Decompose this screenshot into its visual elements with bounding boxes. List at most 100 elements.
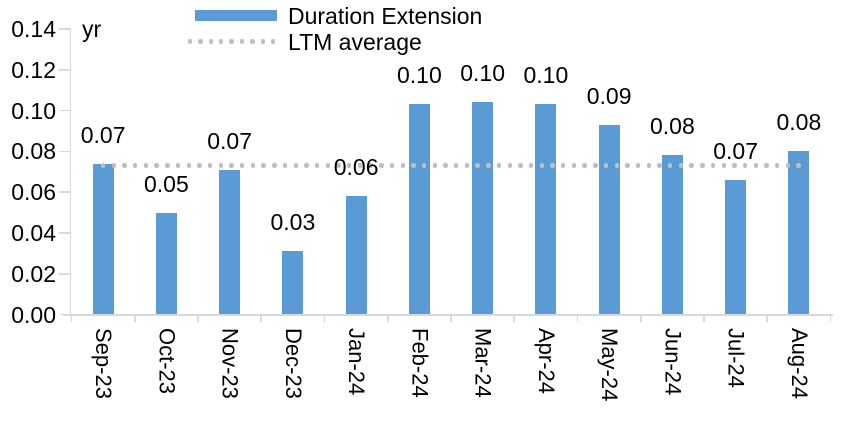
x-axis-label-may-24: May-24: [597, 328, 623, 402]
data-label-nov-23: 0.07: [207, 127, 252, 154]
ltm-average-dot: [282, 163, 288, 168]
ltm-average-dot: [571, 163, 577, 168]
bar-apr-24: [535, 104, 557, 315]
ltm-average-dot: [464, 163, 470, 168]
ltm-average-dot: [400, 163, 405, 168]
ltm-average-dot: [314, 163, 320, 168]
ltm-average-dot: [614, 163, 619, 168]
ltm-average-dot: [261, 163, 266, 168]
x-axis-tick: [639, 315, 642, 322]
ltm-average-dot: [368, 163, 373, 168]
ltm-average-dot: [475, 163, 480, 168]
bar-aug-24: [788, 151, 810, 315]
x-axis-tick: [766, 315, 769, 322]
y-axis-tick: [59, 150, 71, 153]
ltm-average-dot: [678, 163, 684, 168]
ltm-average-dot: [582, 163, 587, 168]
data-label-sep-23: 0.07: [80, 121, 126, 148]
x-axis-tick: [513, 315, 516, 322]
ltm-average-dot: [389, 163, 395, 168]
ltm-average-dot: [347, 163, 352, 168]
legend-label-ltm-average: LTM average: [288, 29, 422, 55]
ltm-average-dot: [304, 163, 309, 168]
legend-dot: [239, 39, 245, 44]
ltm-average-dot: [111, 163, 117, 168]
y-axis-tick-label: 0.04: [11, 219, 56, 246]
y-axis-tick: [59, 109, 71, 112]
ltm-average-dot: [775, 163, 780, 168]
ltm-average-dot: [689, 163, 694, 168]
ltm-average-dot: [635, 163, 641, 168]
x-axis-tick: [323, 315, 326, 322]
y-axis-tick-label: 0.02: [11, 260, 56, 287]
ltm-average-dot: [625, 163, 630, 168]
x-axis-tick: [829, 315, 832, 322]
x-axis-tick: [70, 315, 73, 322]
ltm-average-dot: [143, 163, 149, 168]
legend-dot: [271, 39, 276, 44]
y-axis-unit-label: yr: [82, 16, 102, 42]
ltm-average-dot: [443, 163, 448, 168]
ltm-average-dot: [742, 163, 748, 168]
ltm-average-dot: [550, 163, 555, 168]
bar-sep-23: [92, 163, 114, 315]
y-axis-tick: [59, 272, 71, 275]
ltm-average-dot: [593, 163, 598, 168]
x-axis-tick: [133, 315, 136, 322]
legend-dot: [219, 39, 224, 44]
legend-dot: [260, 39, 265, 44]
data-label-jun-24: 0.08: [649, 113, 695, 140]
ltm-average-dot: [657, 163, 662, 168]
x-axis-tick: [197, 315, 199, 322]
ltm-average-dot: [721, 163, 726, 168]
x-axis-label-mar-24: Mar-24: [470, 328, 496, 398]
ltm-average-dot: [603, 163, 609, 168]
x-axis-label-jan-24: Jan-24: [344, 328, 370, 396]
ltm-average-dot: [528, 163, 534, 168]
legend-dot: [198, 39, 203, 44]
ltm-average-dot: [496, 163, 502, 168]
x-axis-tick: [450, 315, 452, 322]
legend-bar-swatch: [195, 10, 277, 21]
y-axis-tick: [59, 68, 71, 71]
data-label-oct-23: 0.05: [143, 170, 189, 197]
data-label-mar-24: 0.10: [460, 60, 505, 87]
y-axis-line: [69, 29, 72, 316]
ltm-average-dot: [507, 163, 512, 168]
x-axis-label-oct-23: Oct-23: [154, 328, 180, 395]
ltm-average-dot: [561, 163, 566, 168]
ltm-average-dot: [154, 163, 159, 168]
legend-dot: [187, 39, 193, 44]
bar-feb-24: [408, 104, 430, 315]
x-axis-tick: [703, 315, 705, 322]
ltm-average-dot: [379, 163, 384, 168]
ltm-average-dot: [432, 163, 438, 168]
bar-mar-24: [472, 102, 494, 315]
ltm-average-dot: [421, 163, 427, 168]
x-axis-label-feb-24: Feb-24: [407, 328, 433, 398]
data-label-aug-24: 0.08: [776, 109, 822, 136]
ltm-average-dot: [668, 163, 673, 168]
x-axis-label-apr-24: Apr-24: [533, 328, 559, 395]
data-label-jan-24: 0.06: [333, 154, 379, 181]
ltm-average-dot: [186, 163, 191, 168]
ltm-average-dot: [646, 163, 652, 168]
ltm-average-dot: [764, 163, 769, 168]
ltm-average-dot: [486, 163, 491, 168]
y-axis-tick-label: 0.06: [11, 179, 56, 206]
x-axis-label-jun-24: Jun-24: [660, 328, 686, 396]
ltm-average-dot: [133, 163, 138, 168]
bar-jun-24: [661, 155, 683, 315]
ltm-average-dot: [700, 163, 705, 168]
data-label-dec-23: 0.03: [270, 209, 316, 236]
ltm-average-dot: [710, 163, 716, 168]
ltm-average-dot: [250, 163, 256, 168]
ltm-average-dot: [122, 163, 127, 168]
x-axis-label-sep-23: Sep-23: [91, 328, 117, 399]
ltm-average-dot: [753, 163, 759, 168]
ltm-average-dot: [175, 163, 181, 168]
y-axis-tick: [59, 313, 71, 316]
data-label-feb-24: 0.10: [396, 62, 442, 89]
